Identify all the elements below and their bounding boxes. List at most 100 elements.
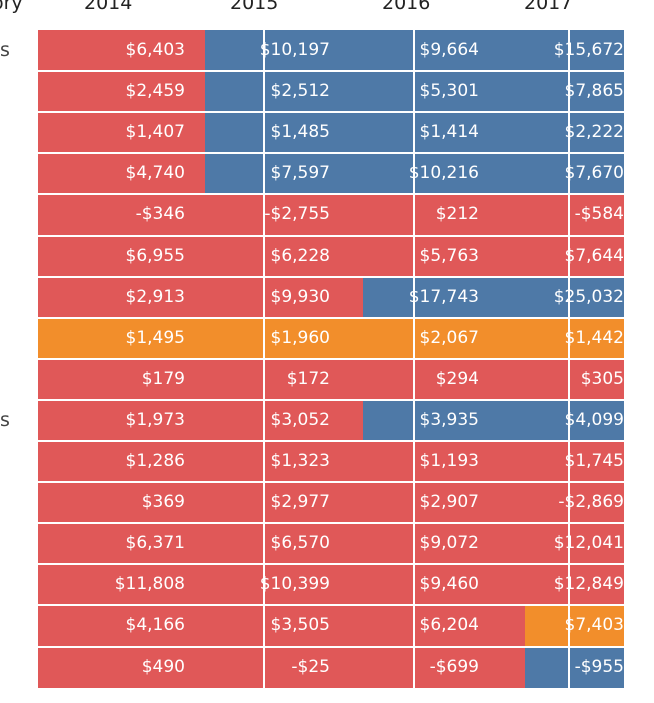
table-cell xyxy=(525,482,624,524)
table-cell xyxy=(205,30,363,72)
cell-value: $3,052 xyxy=(270,409,330,430)
table-cell xyxy=(363,30,525,72)
cell-value: $10,216 xyxy=(408,163,479,184)
cell-value: $9,460 xyxy=(419,574,479,595)
cell-value: $6,403 xyxy=(125,40,185,60)
table-cell xyxy=(363,482,525,524)
table-cell xyxy=(363,441,525,483)
cell-value: $1,485 xyxy=(270,122,330,143)
cell-value: $7,865 xyxy=(564,81,624,102)
cell-value: $2,913 xyxy=(125,286,185,307)
cell-value: $1,495 xyxy=(125,327,185,348)
row-separator xyxy=(38,275,624,278)
cell-value: $1,414 xyxy=(419,122,479,143)
table-cell xyxy=(38,112,205,154)
table-cell xyxy=(525,71,624,113)
table-cell xyxy=(38,153,205,195)
table-cell xyxy=(205,523,363,565)
cell-value: $6,204 xyxy=(419,615,479,636)
row-separator xyxy=(38,563,624,566)
row-separator xyxy=(38,316,624,319)
cell-value: $2,459 xyxy=(125,81,185,102)
cell-value: $11,808 xyxy=(114,574,185,595)
cell-value: $490 xyxy=(141,656,185,677)
table-cell xyxy=(205,605,363,647)
cell-value: $6,228 xyxy=(270,245,330,266)
table-cell xyxy=(525,564,624,606)
cell-value: $10,399 xyxy=(259,574,330,595)
table-cell xyxy=(38,358,205,400)
table-cell xyxy=(525,399,624,441)
row-label: s xyxy=(0,408,10,431)
table-cell xyxy=(38,71,205,113)
row-separator xyxy=(38,398,624,401)
table-cell xyxy=(525,441,624,483)
cell-value: $6,955 xyxy=(125,245,185,266)
table-cell xyxy=(38,646,205,688)
table-cell xyxy=(38,441,205,483)
table-cell xyxy=(205,646,363,688)
table-cell xyxy=(205,276,363,318)
cell-value: $1,973 xyxy=(125,409,185,430)
table-cell xyxy=(525,112,624,154)
cell-value: -$584 xyxy=(574,204,624,225)
table-cell xyxy=(38,194,205,236)
cell-value: $6,570 xyxy=(270,533,330,554)
cell-value: $212 xyxy=(435,204,479,225)
table-cell xyxy=(525,523,624,565)
cell-value: $15,672 xyxy=(553,40,624,60)
table-cell xyxy=(38,482,205,524)
table-cell xyxy=(205,564,363,606)
table-cell xyxy=(363,276,525,318)
cell-value: $369 xyxy=(141,492,185,513)
header-year-2017: 2017 xyxy=(524,0,573,14)
table-cell xyxy=(363,235,525,277)
row-separator xyxy=(38,193,624,196)
cell-value: $5,301 xyxy=(419,81,479,102)
table-cell xyxy=(363,194,525,236)
cell-value: -$699 xyxy=(429,656,479,677)
cell-value: $4,099 xyxy=(564,409,624,430)
cell-value: $17,743 xyxy=(408,286,479,307)
cell-value: -$346 xyxy=(135,204,185,225)
table-cell xyxy=(525,153,624,195)
row-separator xyxy=(38,481,624,484)
row-separator xyxy=(38,357,624,360)
row-separator xyxy=(38,522,624,525)
table-cell xyxy=(525,194,624,236)
row-label: s xyxy=(0,39,10,61)
cell-value: $2,512 xyxy=(270,81,330,102)
row-separator xyxy=(38,645,624,648)
table-cell xyxy=(363,317,525,359)
cell-value: $2,907 xyxy=(419,492,479,513)
cell-value: $3,935 xyxy=(419,409,479,430)
table-cell xyxy=(525,646,624,688)
row-separator xyxy=(38,111,624,114)
column-separator xyxy=(568,30,570,688)
header-year-2016: 2016 xyxy=(382,0,431,14)
table-cell xyxy=(205,153,363,195)
table-cell xyxy=(38,605,205,647)
cell-value: $12,041 xyxy=(553,533,624,554)
cell-value: -$955 xyxy=(574,656,624,677)
cell-value: $10,197 xyxy=(259,40,330,60)
cell-value: $305 xyxy=(580,368,624,389)
row-separator xyxy=(38,70,624,73)
cell-value: $1,960 xyxy=(270,327,330,348)
table-cell xyxy=(205,235,363,277)
column-separator xyxy=(263,30,265,688)
cell-value: $5,763 xyxy=(419,245,479,266)
table-cell xyxy=(363,153,525,195)
table-cell xyxy=(205,358,363,400)
cell-value: $3,505 xyxy=(270,615,330,636)
cell-value: $7,403 xyxy=(564,615,624,636)
table-cell xyxy=(363,646,525,688)
table-cell xyxy=(525,605,624,647)
table-cell xyxy=(205,441,363,483)
table-cell xyxy=(525,358,624,400)
cell-value: $4,166 xyxy=(125,615,185,636)
table-cell xyxy=(363,605,525,647)
cell-value: $294 xyxy=(435,368,479,389)
cell-value: $1,442 xyxy=(564,327,624,348)
